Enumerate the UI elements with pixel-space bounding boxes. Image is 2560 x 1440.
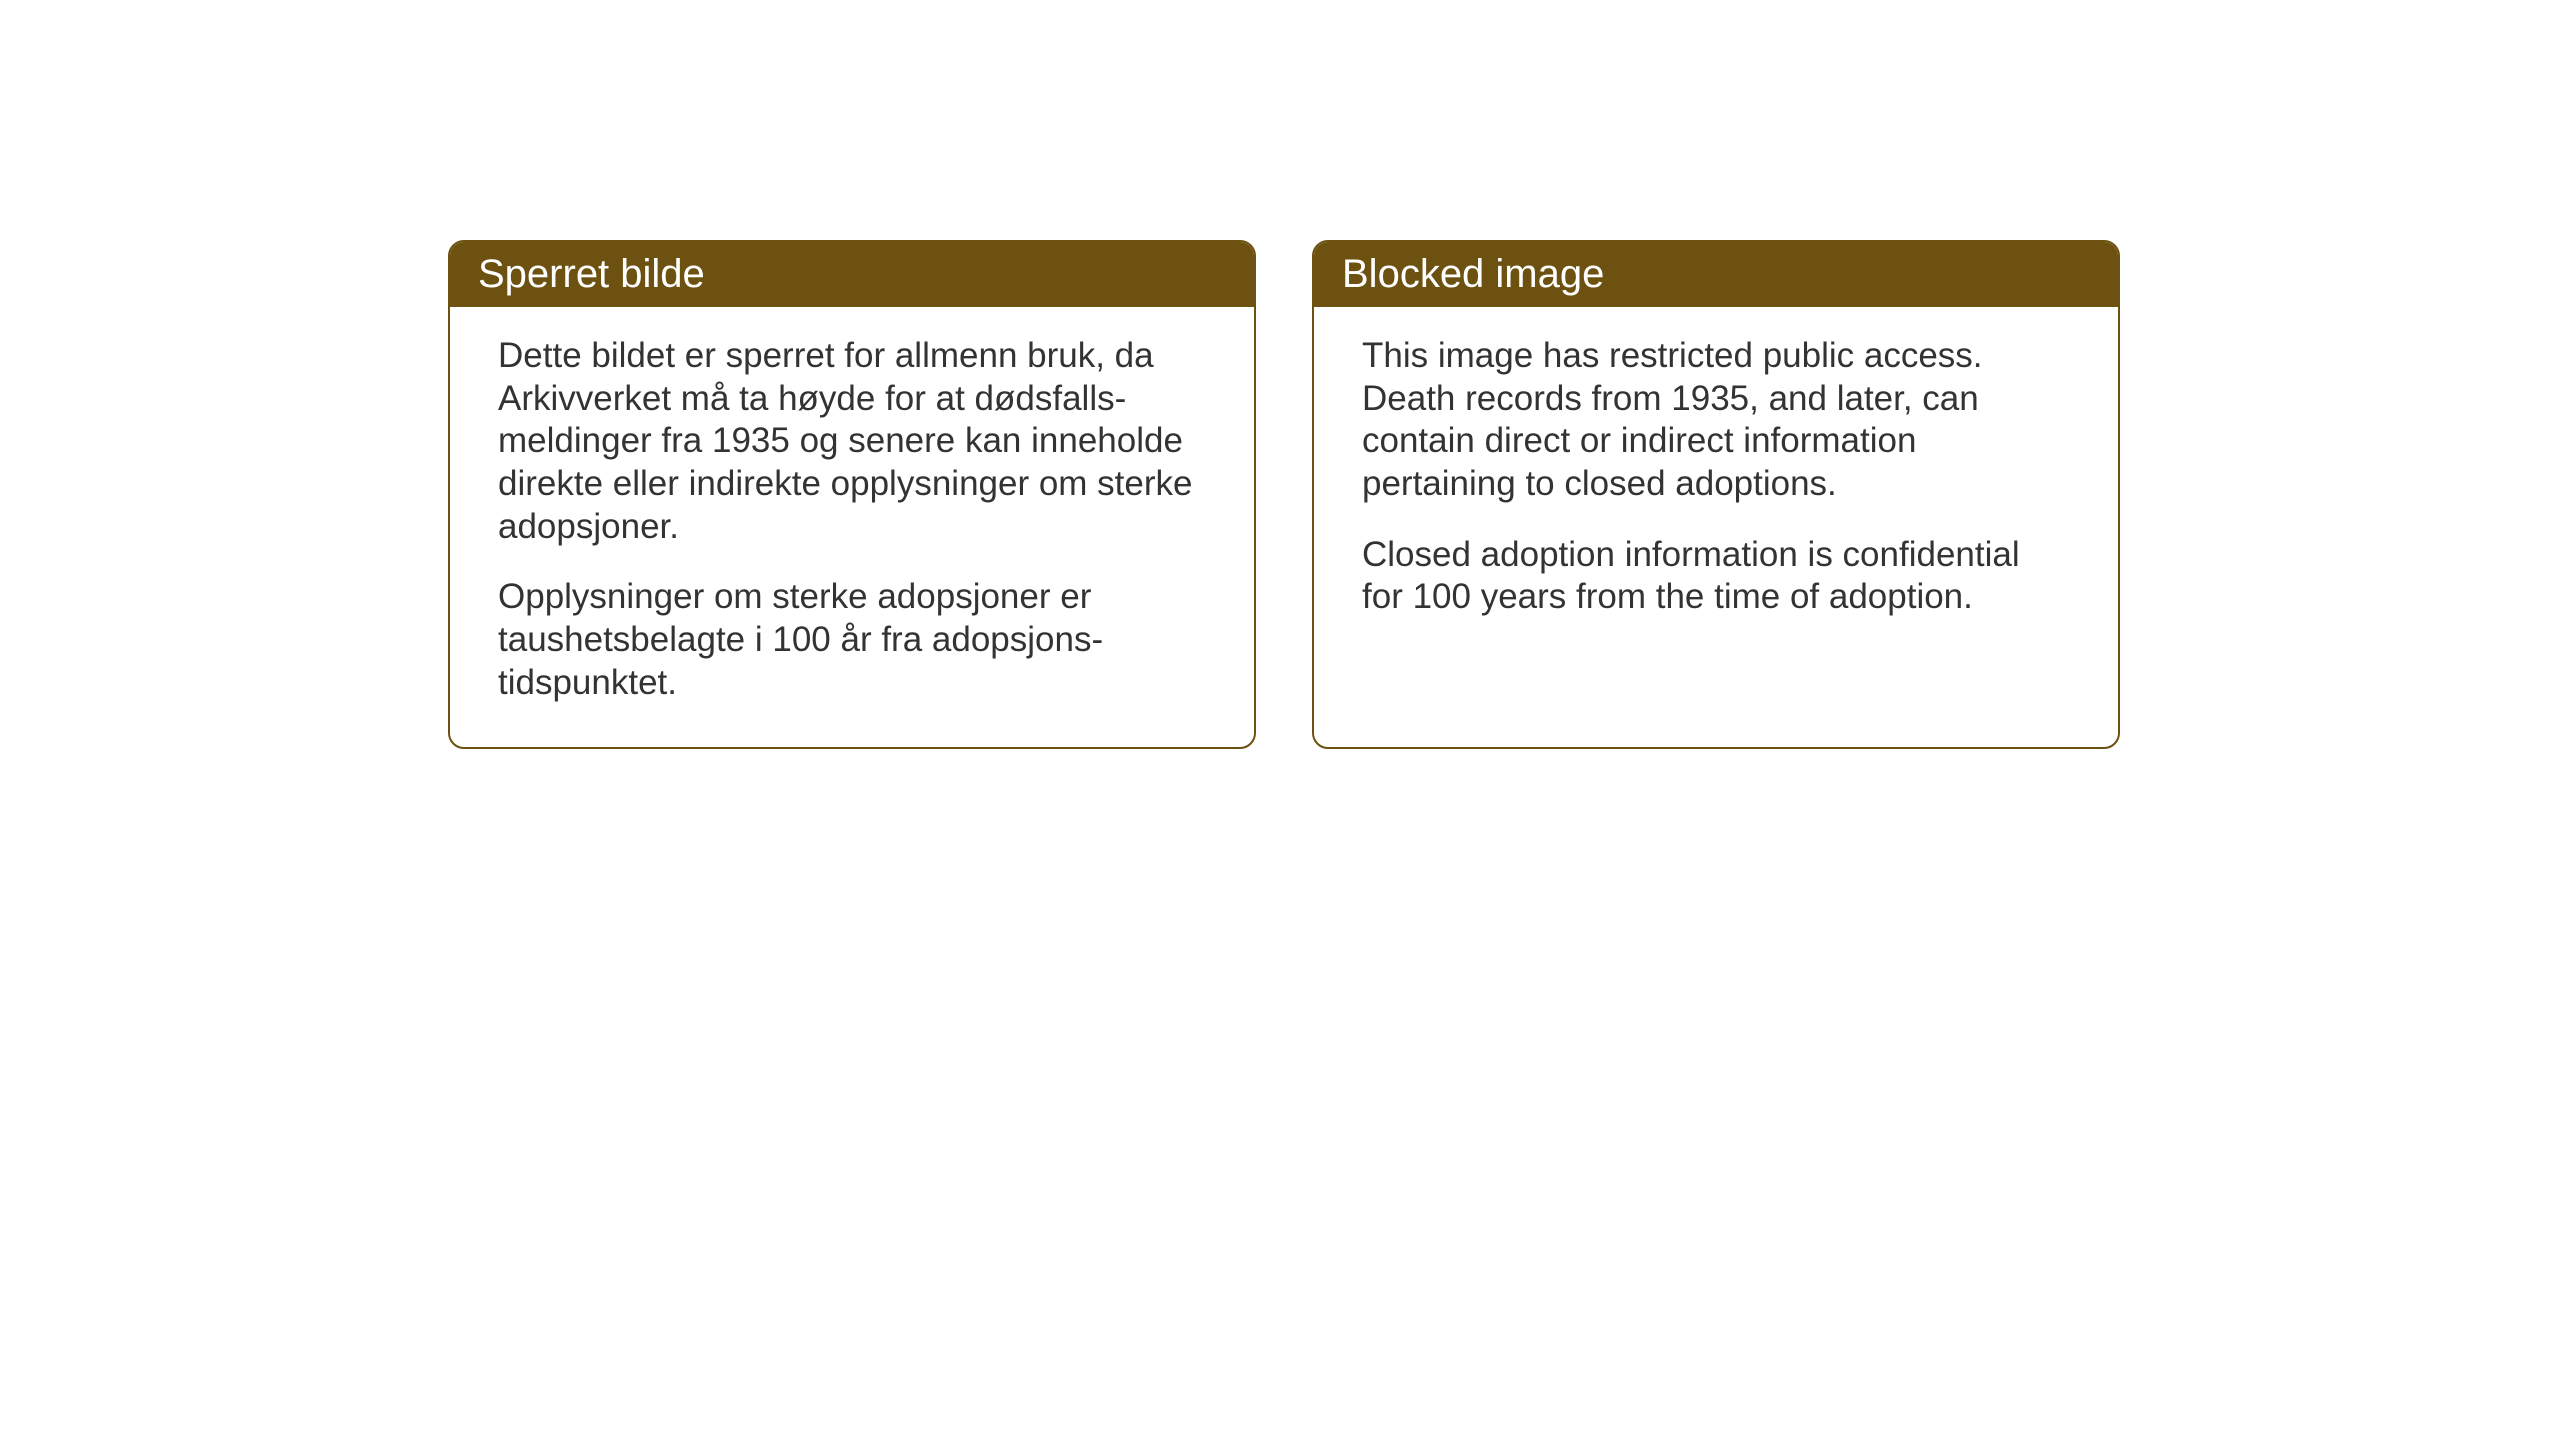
notice-cards-container: Sperret bilde Dette bildet er sperret fo… bbox=[448, 240, 2120, 749]
notice-card-norwegian: Sperret bilde Dette bildet er sperret fo… bbox=[448, 240, 1256, 749]
card-title-norwegian: Sperret bilde bbox=[478, 252, 705, 296]
card-body-english: This image has restricted public access.… bbox=[1314, 307, 2118, 661]
card-paragraph-2-english: Closed adoption information is confident… bbox=[1362, 534, 2070, 619]
card-header-norwegian: Sperret bilde bbox=[450, 242, 1254, 307]
card-paragraph-1-english: This image has restricted public access.… bbox=[1362, 335, 2070, 506]
card-title-english: Blocked image bbox=[1342, 252, 1604, 296]
card-body-norwegian: Dette bildet er sperret for allmenn bruk… bbox=[450, 307, 1254, 747]
card-paragraph-2-norwegian: Opplysninger om sterke adopsjoner er tau… bbox=[498, 576, 1206, 704]
card-paragraph-1-norwegian: Dette bildet er sperret for allmenn bruk… bbox=[498, 335, 1206, 548]
card-header-english: Blocked image bbox=[1314, 242, 2118, 307]
notice-card-english: Blocked image This image has restricted … bbox=[1312, 240, 2120, 749]
